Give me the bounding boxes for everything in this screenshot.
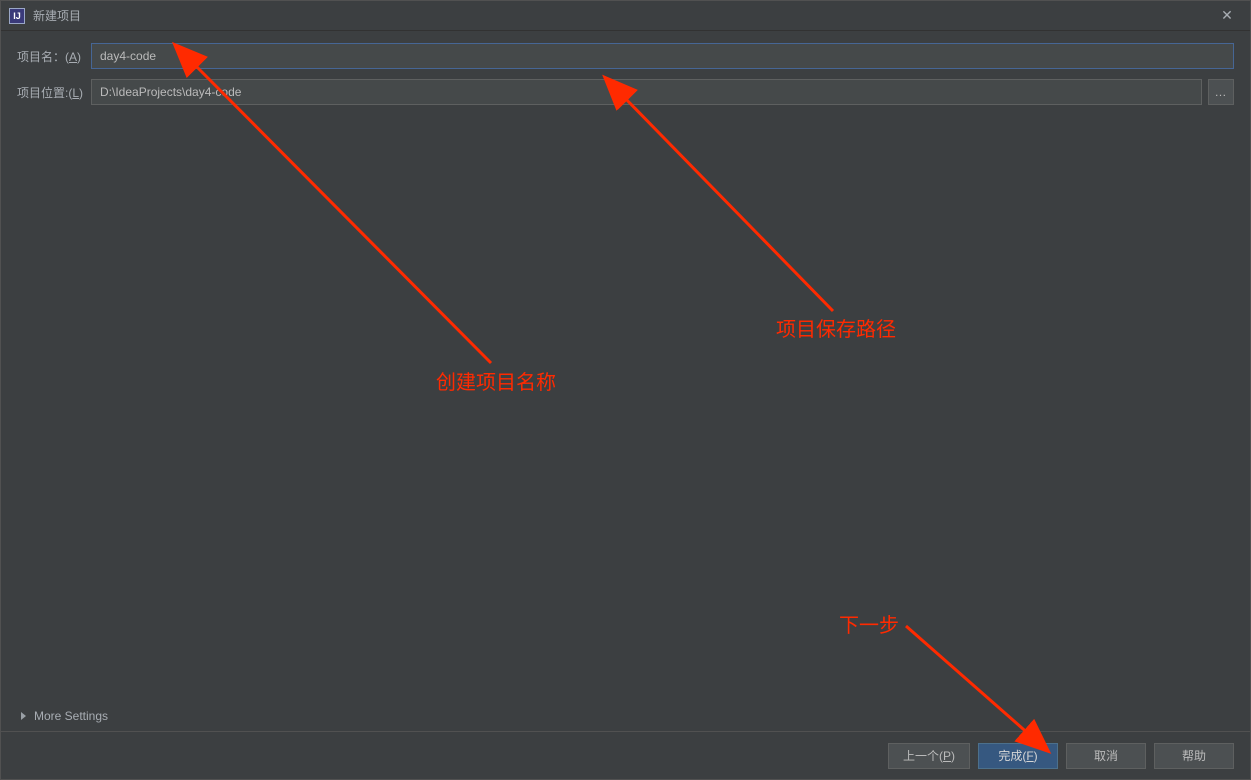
form-area: 项目名：(A) 项目位置:(L) … — [1, 31, 1250, 105]
footer-bar: 上一个(P) 完成(F) 取消 帮助 — [1, 731, 1250, 779]
annotation-text-path: 项目保存路径 — [776, 313, 896, 342]
project-location-input[interactable] — [91, 79, 1202, 105]
cancel-button[interactable]: 取消 — [1066, 743, 1146, 769]
window-title: 新建项目 — [33, 7, 1212, 24]
new-project-dialog: IJ 新建项目 ✕ 项目名：(A) 项目位置:(L) … More Settin… — [0, 0, 1251, 780]
previous-button[interactable]: 上一个(P) — [888, 743, 970, 769]
title-bar: IJ 新建项目 ✕ — [1, 1, 1250, 31]
chevron-right-icon — [21, 712, 26, 720]
browse-button[interactable]: … — [1208, 79, 1234, 105]
project-name-row: 项目名：(A) — [17, 43, 1234, 69]
more-settings-toggle[interactable]: More Settings — [21, 709, 108, 723]
help-button[interactable]: 帮助 — [1154, 743, 1234, 769]
annotation-text-name: 创建项目名称 — [436, 366, 556, 395]
annotation-arrows — [1, 1, 1251, 780]
more-settings-label: More Settings — [34, 709, 108, 723]
close-icon[interactable]: ✕ — [1212, 1, 1242, 31]
project-name-label: 项目名：(A) — [17, 48, 91, 65]
project-location-row: 项目位置:(L) … — [17, 79, 1234, 105]
app-icon: IJ — [9, 8, 25, 24]
project-location-label: 项目位置:(L) — [17, 84, 91, 101]
annotation-overlay: 创建项目名称 项目保存路径 下一步 — [1, 1, 1250, 779]
project-name-input[interactable] — [91, 43, 1234, 69]
finish-button[interactable]: 完成(F) — [978, 743, 1058, 769]
annotation-text-next: 下一步 — [839, 609, 899, 638]
